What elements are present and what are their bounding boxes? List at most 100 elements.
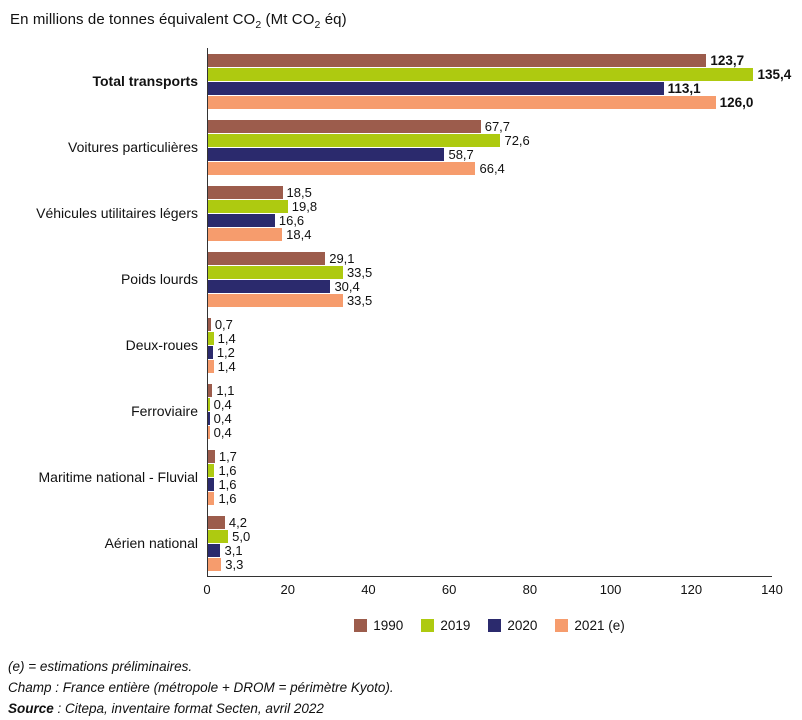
legend-label: 2020 xyxy=(507,618,538,633)
legend-item: 1990 xyxy=(354,618,403,633)
bar-2021-e xyxy=(208,227,283,241)
x-tick-label: 60 xyxy=(441,582,457,597)
bar-group: 1,7 1,6 1,6 1,6 xyxy=(208,444,772,510)
bar-row: 58,7 xyxy=(208,146,772,162)
bar-row: 33,5 xyxy=(208,292,772,308)
bar-value-label: 33,5 xyxy=(346,264,373,280)
bar-row: 1,4 xyxy=(208,358,772,374)
bar-1990 xyxy=(208,251,326,265)
bar-row: 3,3 xyxy=(208,557,772,571)
bar-value-label: 29,1 xyxy=(329,250,355,266)
bar-2019 xyxy=(208,133,501,147)
bar-2020 xyxy=(208,147,445,161)
legend-label: 2021 (e) xyxy=(574,618,625,633)
legend-swatch xyxy=(555,619,569,632)
bar-row: 5,0 xyxy=(208,529,772,543)
legend-item: 2020 xyxy=(488,618,537,633)
chart-area: Total transports Voitures particulières Vé… xyxy=(10,48,791,577)
footnotes: (e) = estimations préliminaires. Champ :… xyxy=(8,657,802,720)
plot-area: 123,7 135,4 113,1 126,0 67,7 72,6 58,7 66,4 18,5… xyxy=(207,48,791,577)
footnote-estimations: (e) = estimations préliminaires. xyxy=(8,659,193,674)
bar-group: 4,2 5,0 3,1 3,3 xyxy=(208,510,772,576)
bar-row: 18,4 xyxy=(208,226,772,242)
bar-2019 xyxy=(208,397,210,411)
footnote-source-text: : Citepa, inventaire format Secten, avri… xyxy=(53,700,324,716)
bar-value-label: 30,4 xyxy=(334,278,360,294)
bar-1990 xyxy=(208,383,213,397)
legend: 1990 2019 2020 2021 (e) xyxy=(207,618,772,633)
bar-value-label: 1,4 xyxy=(217,358,236,374)
x-tick-label: 140 xyxy=(761,582,783,597)
footnote-source: Source : Citepa, inventaire format Secte… xyxy=(8,699,802,720)
category-label: Poids lourds xyxy=(120,270,198,287)
chart-title: En millions de tonnes équivalent CO 2 (Mt… xyxy=(0,0,802,31)
bar-2019 xyxy=(208,265,343,279)
bar-2021-e xyxy=(208,161,476,175)
chart-title-text: (Mt CO xyxy=(261,11,315,28)
category-label: Voitures particulières xyxy=(68,138,198,155)
legend-item: 2019 xyxy=(421,618,470,633)
bar-row: 1,4 xyxy=(208,331,772,345)
bar-2019 xyxy=(208,331,214,345)
bar-2019 xyxy=(208,529,229,543)
x-tick-label: 100 xyxy=(599,582,622,597)
bar-row: 16,6 xyxy=(208,212,772,228)
category-labels: Total transports Voitures particulières Vé… xyxy=(10,48,207,577)
bar-row: 1,6 xyxy=(208,491,772,505)
bar-2021-e xyxy=(208,491,215,505)
bar-1990 xyxy=(208,515,225,529)
bar-row: 67,7 xyxy=(208,118,772,134)
footnote-champ: Champ : France entière (métropole + DROM… xyxy=(8,679,394,695)
bar-value-label: 0,4 xyxy=(213,424,232,440)
bar-row: 0,4 xyxy=(208,424,772,440)
bar-2021-e xyxy=(208,359,214,373)
bar-row: 113,1 xyxy=(208,81,772,95)
legend-label: 2019 xyxy=(440,618,471,633)
bar-2020 xyxy=(208,411,210,425)
bar-value-label: 123,7 xyxy=(710,52,745,68)
bar-row: 1,7 xyxy=(208,448,772,464)
category-label: Véhicules utilitaires légers xyxy=(36,204,198,221)
bar-row: 4,2 xyxy=(208,515,772,529)
bar-row: 72,6 xyxy=(208,133,772,147)
bar-value-label: 0,4 xyxy=(213,410,232,426)
bar-2019 xyxy=(208,463,215,477)
x-tick-label: 80 xyxy=(522,582,538,597)
bar-group: 18,5 19,8 16,6 18,4 xyxy=(208,180,772,246)
bar-value-label: 18,4 xyxy=(286,226,312,242)
bar-value-label: 1,7 xyxy=(218,448,237,464)
category-label: Deux-roues xyxy=(125,336,198,353)
bar-2021-e xyxy=(208,425,210,439)
bar-value-label: 3,1 xyxy=(224,542,243,558)
bar-group: 0,7 1,4 1,2 1,4 xyxy=(208,312,772,378)
bar-2019 xyxy=(208,199,288,213)
subscript-2: 2 xyxy=(314,19,321,31)
bar-row: 66,4 xyxy=(208,161,772,175)
bar-row: 30,4 xyxy=(208,278,772,294)
bar-value-label: 1,1 xyxy=(216,382,235,398)
bar-1990 xyxy=(208,449,215,463)
legend-label: 1990 xyxy=(373,618,404,633)
bar-1990 xyxy=(208,317,211,331)
bar-row: 1,1 xyxy=(208,382,772,398)
bar-row: 29,1 xyxy=(208,250,772,266)
bar-value-label: 58,7 xyxy=(448,146,474,162)
bar-value-label: 0,4 xyxy=(213,396,232,412)
bar-row: 18,5 xyxy=(208,185,772,199)
bar-1990 xyxy=(208,53,707,67)
bar-value-label: 1,2 xyxy=(216,344,235,360)
chart-title-text: En millions de tonnes équivalent CO xyxy=(10,11,256,28)
bar-value-label: 0,7 xyxy=(214,316,233,332)
legend-swatch xyxy=(354,619,368,632)
bar-row: 126,0 xyxy=(208,95,772,109)
bar-value-label: 33,5 xyxy=(346,292,373,308)
bar-value-label: 67,7 xyxy=(484,118,511,134)
bar-2020 xyxy=(208,543,221,557)
bar-group: 123,7 135,4 113,1 126,0 xyxy=(208,48,791,114)
bar-value-label: 1,6 xyxy=(218,462,237,478)
bar-row: 0,4 xyxy=(208,396,772,412)
x-tick-label: 0 xyxy=(203,582,211,597)
bar-1990 xyxy=(208,185,283,199)
bar-row: 19,8 xyxy=(208,199,772,213)
bar-value-label: 16,6 xyxy=(278,212,305,228)
